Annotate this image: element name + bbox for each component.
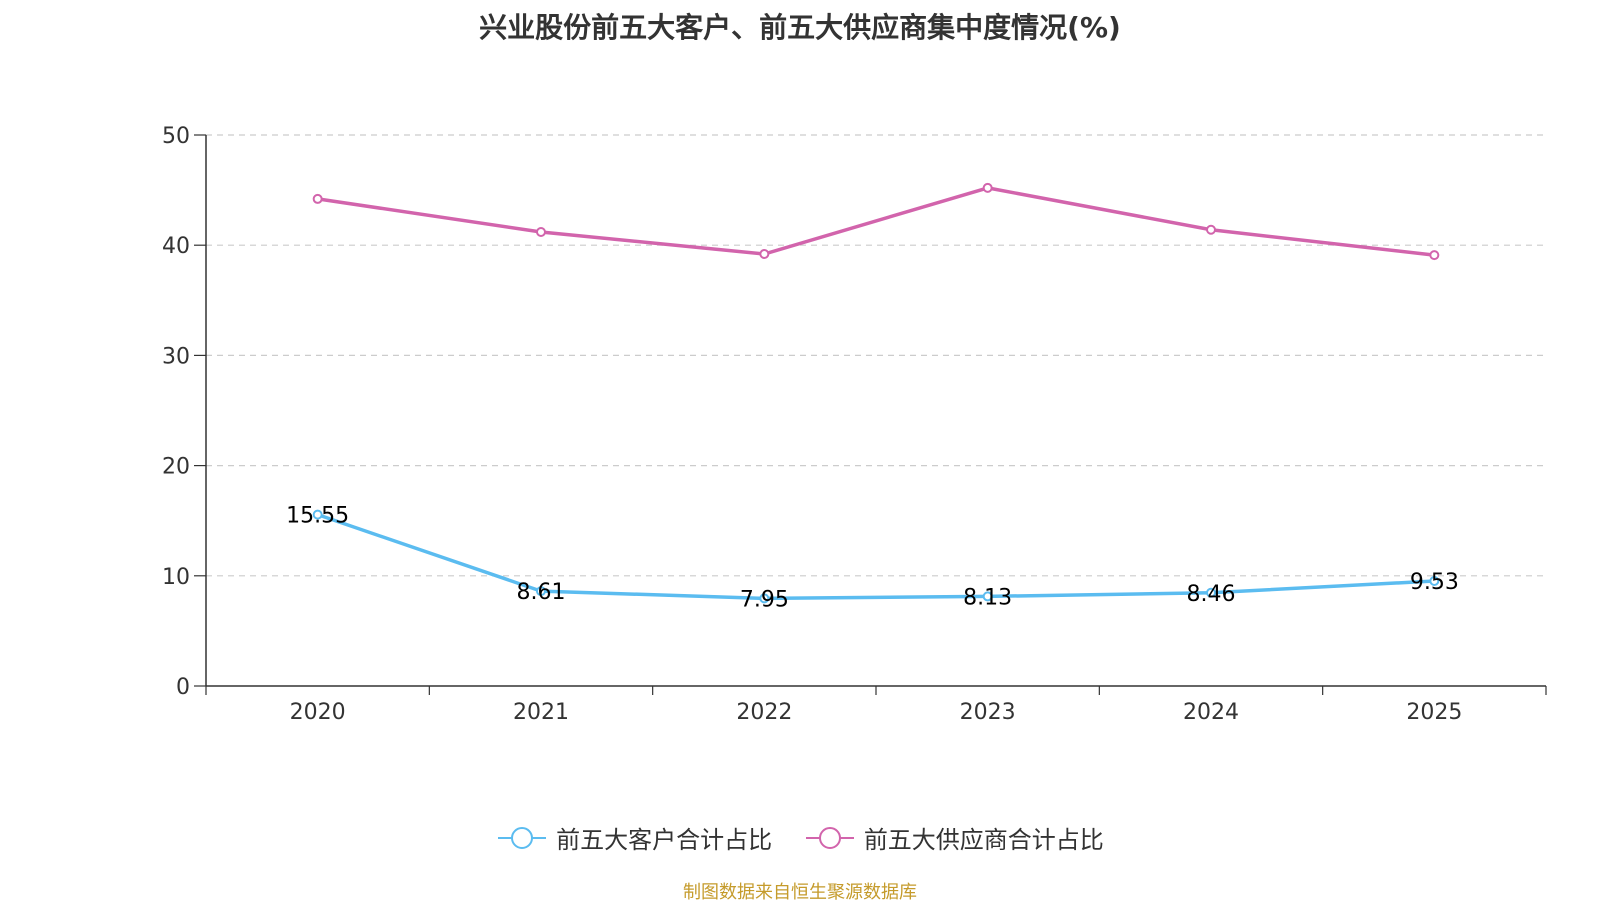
data-point[interactable] [982,182,993,193]
y-tick-label: 0 [176,675,190,700]
data-label: 8.46 [1187,582,1236,607]
x-tick-label: 2024 [1183,700,1239,725]
data-point[interactable] [982,591,993,602]
y-tick-label: 40 [162,234,190,259]
legend-item-suppliers[interactable]: 前五大供应商合计占比 [804,820,1104,855]
data-label: 8.61 [517,580,566,605]
x-tick-label: 2025 [1406,700,1462,725]
data-point[interactable] [312,509,323,520]
legend-item-customers[interactable]: 前五大客户合计占比 [496,820,772,855]
legend-label-customers: 前五大客户合计占比 [556,826,773,854]
legend-line-marker-icon [498,826,547,849]
chart-title: 兴业股份前五大客户、前五大供应商集中度情况(%) [479,11,1121,44]
data-label: 15.55 [286,504,349,529]
data-point[interactable] [536,226,546,237]
data-point[interactable] [1429,250,1440,261]
grid-lines [206,134,1546,577]
x-tick-label: 2023 [960,700,1016,725]
data-point[interactable] [759,593,770,604]
axes: 0 10 20 30 40 50 2020 2021 2022 2023 2024 2025 [162,124,1547,725]
x-tick-label: 2021 [513,700,569,725]
legend: 前五大客户合计占比 前五大供应商合计占比 [0,820,1600,858]
source-note: 制图数据来自恒生聚源数据库 [683,882,917,903]
data-labels: 15.55 8.61 7.95 8.13 8.46 9.53 [286,504,1459,613]
data-point[interactable] [312,193,323,204]
data-point[interactable] [536,586,546,597]
series-line-1 [317,186,1435,257]
data-point[interactable] [759,249,770,260]
legend-line-marker-icon [805,826,854,849]
x-tick-label: 2020 [290,700,346,725]
y-tick-label: 50 [162,124,190,149]
line-chart: 0 10 20 30 40 50 2020 2021 2022 2023 2024 2025 15.5… [162,124,1547,725]
data-label: 9.53 [1410,570,1459,595]
series-line-0 [317,512,1435,601]
data-point[interactable] [1206,587,1216,598]
data-point[interactable] [1206,224,1216,235]
data-label: 7.95 [740,587,789,612]
series-lines [312,182,1440,604]
x-tick-label: 2022 [736,700,792,725]
legend-label-suppliers: 前五大供应商合计占比 [863,826,1104,854]
data-label: 8.13 [963,585,1012,610]
y-tick-label: 10 [162,565,190,590]
data-point[interactable] [1429,575,1440,586]
y-tick-label: 20 [162,455,190,480]
y-tick-label: 30 [162,344,190,369]
